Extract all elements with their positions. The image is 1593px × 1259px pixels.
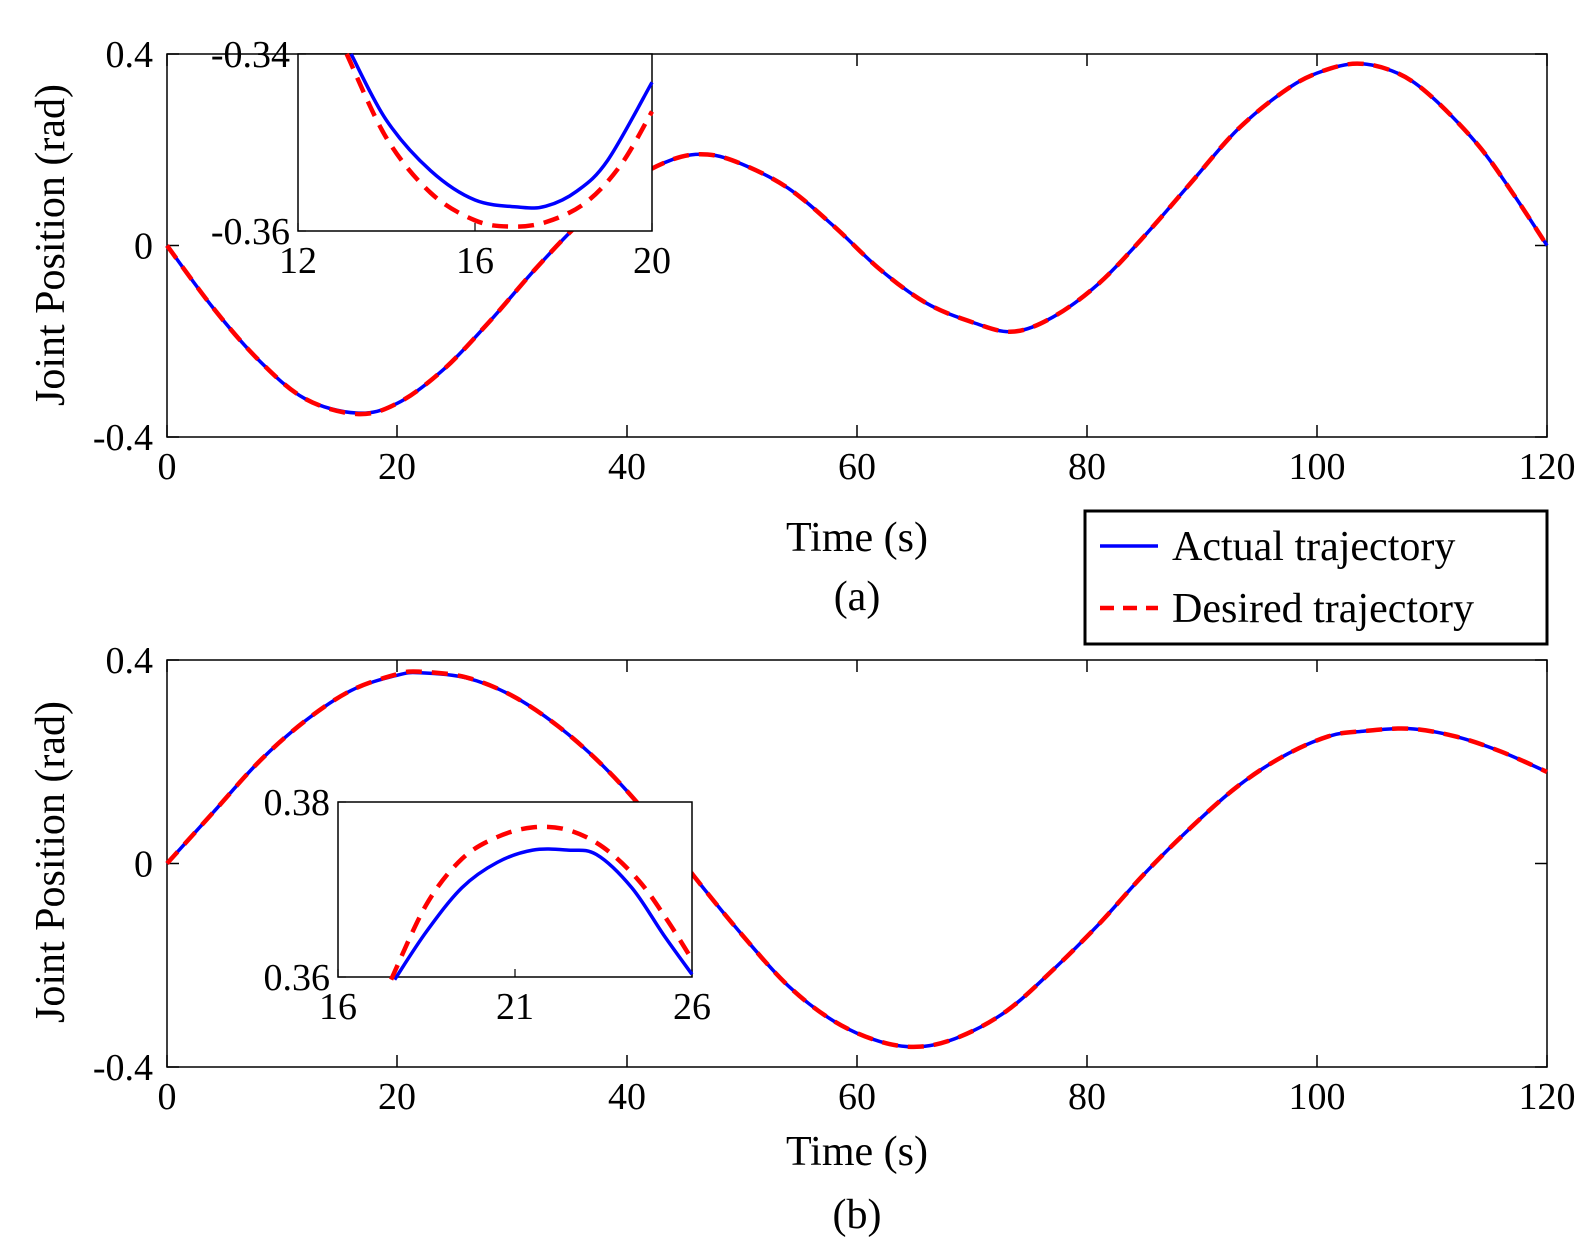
legend-desired-label: Desired trajectory xyxy=(1172,586,1474,632)
plot-b-xtick-label: 60 xyxy=(838,1076,876,1118)
plot-a-ytick-label: -0.4 xyxy=(93,417,153,459)
inset-b-series-desired xyxy=(389,824,694,981)
legend-actual-label: Actual trajectory xyxy=(1172,524,1455,570)
plot-b-xtick-label: 40 xyxy=(608,1076,646,1118)
plot-b-ticks: 0 20 40 60 80 100 120-0.400.4 xyxy=(93,640,1576,1118)
inset-b-ticks: 16 21 26 0.36 0.38 xyxy=(264,782,712,1028)
legend: Actual trajectory Desired trajectory xyxy=(1083,509,1549,646)
plot-a-xtick-label: 0 xyxy=(158,446,177,488)
plot-b-xtick-label: 20 xyxy=(378,1076,416,1118)
panel-b: 0 20 40 60 80 100 120-0.400.4 16 21 260.360.38 T… xyxy=(28,640,1576,1238)
inset-a-ytick-label: -0.34 xyxy=(211,34,290,76)
inset-a-xtick-label: 12 xyxy=(279,240,317,282)
inset-b-xtick-label: 26 xyxy=(673,986,711,1028)
plot-b-caption: (b) xyxy=(833,1192,882,1238)
inset-b-xtick-label: 21 xyxy=(496,986,534,1028)
plot-b-xtick-label: 120 xyxy=(1519,1076,1576,1118)
plot-a-xtick-label: 100 xyxy=(1289,446,1346,488)
plot-a-xtick-label: 120 xyxy=(1519,446,1576,488)
inset-a-xtick-label: 20 xyxy=(633,240,671,282)
plot-a-series xyxy=(165,61,1549,417)
plot-a-xtick-label: 60 xyxy=(838,446,876,488)
plot-a-ylabel: Joint Position (rad) xyxy=(28,84,74,406)
plot-a-series-desired xyxy=(165,61,1549,417)
inset-b-xtick-label: 16 xyxy=(319,986,357,1028)
plot-a-xtick-label: 20 xyxy=(378,446,416,488)
plot-a-xlabel: Time (s) xyxy=(786,515,928,561)
inset-a-series-desired xyxy=(344,53,654,229)
plot-b-series-desired xyxy=(165,669,1548,1050)
plot-b-ytick-label: 0.4 xyxy=(106,640,154,682)
plot-a-xtick-label: 40 xyxy=(608,446,646,488)
plot-b-xtick-label: 100 xyxy=(1289,1076,1346,1118)
inset-a-ticks: 12 16 20 -0.36 -0.34 xyxy=(211,34,671,282)
plot-b-xtick-label: 80 xyxy=(1068,1076,1106,1118)
plot-b-series xyxy=(165,669,1548,1050)
plot-b-ylabel: Joint Position (rad) xyxy=(28,701,74,1023)
inset-b-series-actual xyxy=(393,847,694,981)
inset-a-xtick-label: 16 xyxy=(456,240,494,282)
plot-a-ytick-label: 0 xyxy=(134,226,153,268)
plot-a-ytick-label: 0.4 xyxy=(106,34,154,76)
plot-b-xtick-label: 0 xyxy=(158,1076,177,1118)
inset-b-ytick-label: 0.38 xyxy=(264,782,331,824)
inset-a-series-actual xyxy=(349,53,654,210)
inset-b-series xyxy=(389,824,694,981)
plot-a-ticks: 0 20 40 60 80 100 120-0.400.4 xyxy=(93,34,1576,488)
inset-a-frame xyxy=(297,53,653,232)
plot-b-ytick-label: 0 xyxy=(134,844,153,886)
inset-a-series xyxy=(344,53,654,229)
inset-a: 12 16 20 -0.36 -0.34 xyxy=(211,34,671,282)
inset-b: 16 21 26 0.36 0.38 xyxy=(264,782,712,1028)
inset-b-ytick-label: 0.36 xyxy=(264,957,331,999)
panel-a: 0 20 40 60 80 100 120-0.400.4 12 16 20-0.36-0.34… xyxy=(28,34,1576,620)
plot-a-caption: (a) xyxy=(834,574,881,620)
plot-a-xtick-label: 80 xyxy=(1068,446,1106,488)
plot-b-xlabel: Time (s) xyxy=(786,1129,928,1175)
plot-b-ytick-label: -0.4 xyxy=(93,1047,153,1089)
inset-a-ytick-label: -0.36 xyxy=(211,211,290,253)
inset-b-frame xyxy=(337,801,693,978)
legend-box xyxy=(1083,509,1549,646)
